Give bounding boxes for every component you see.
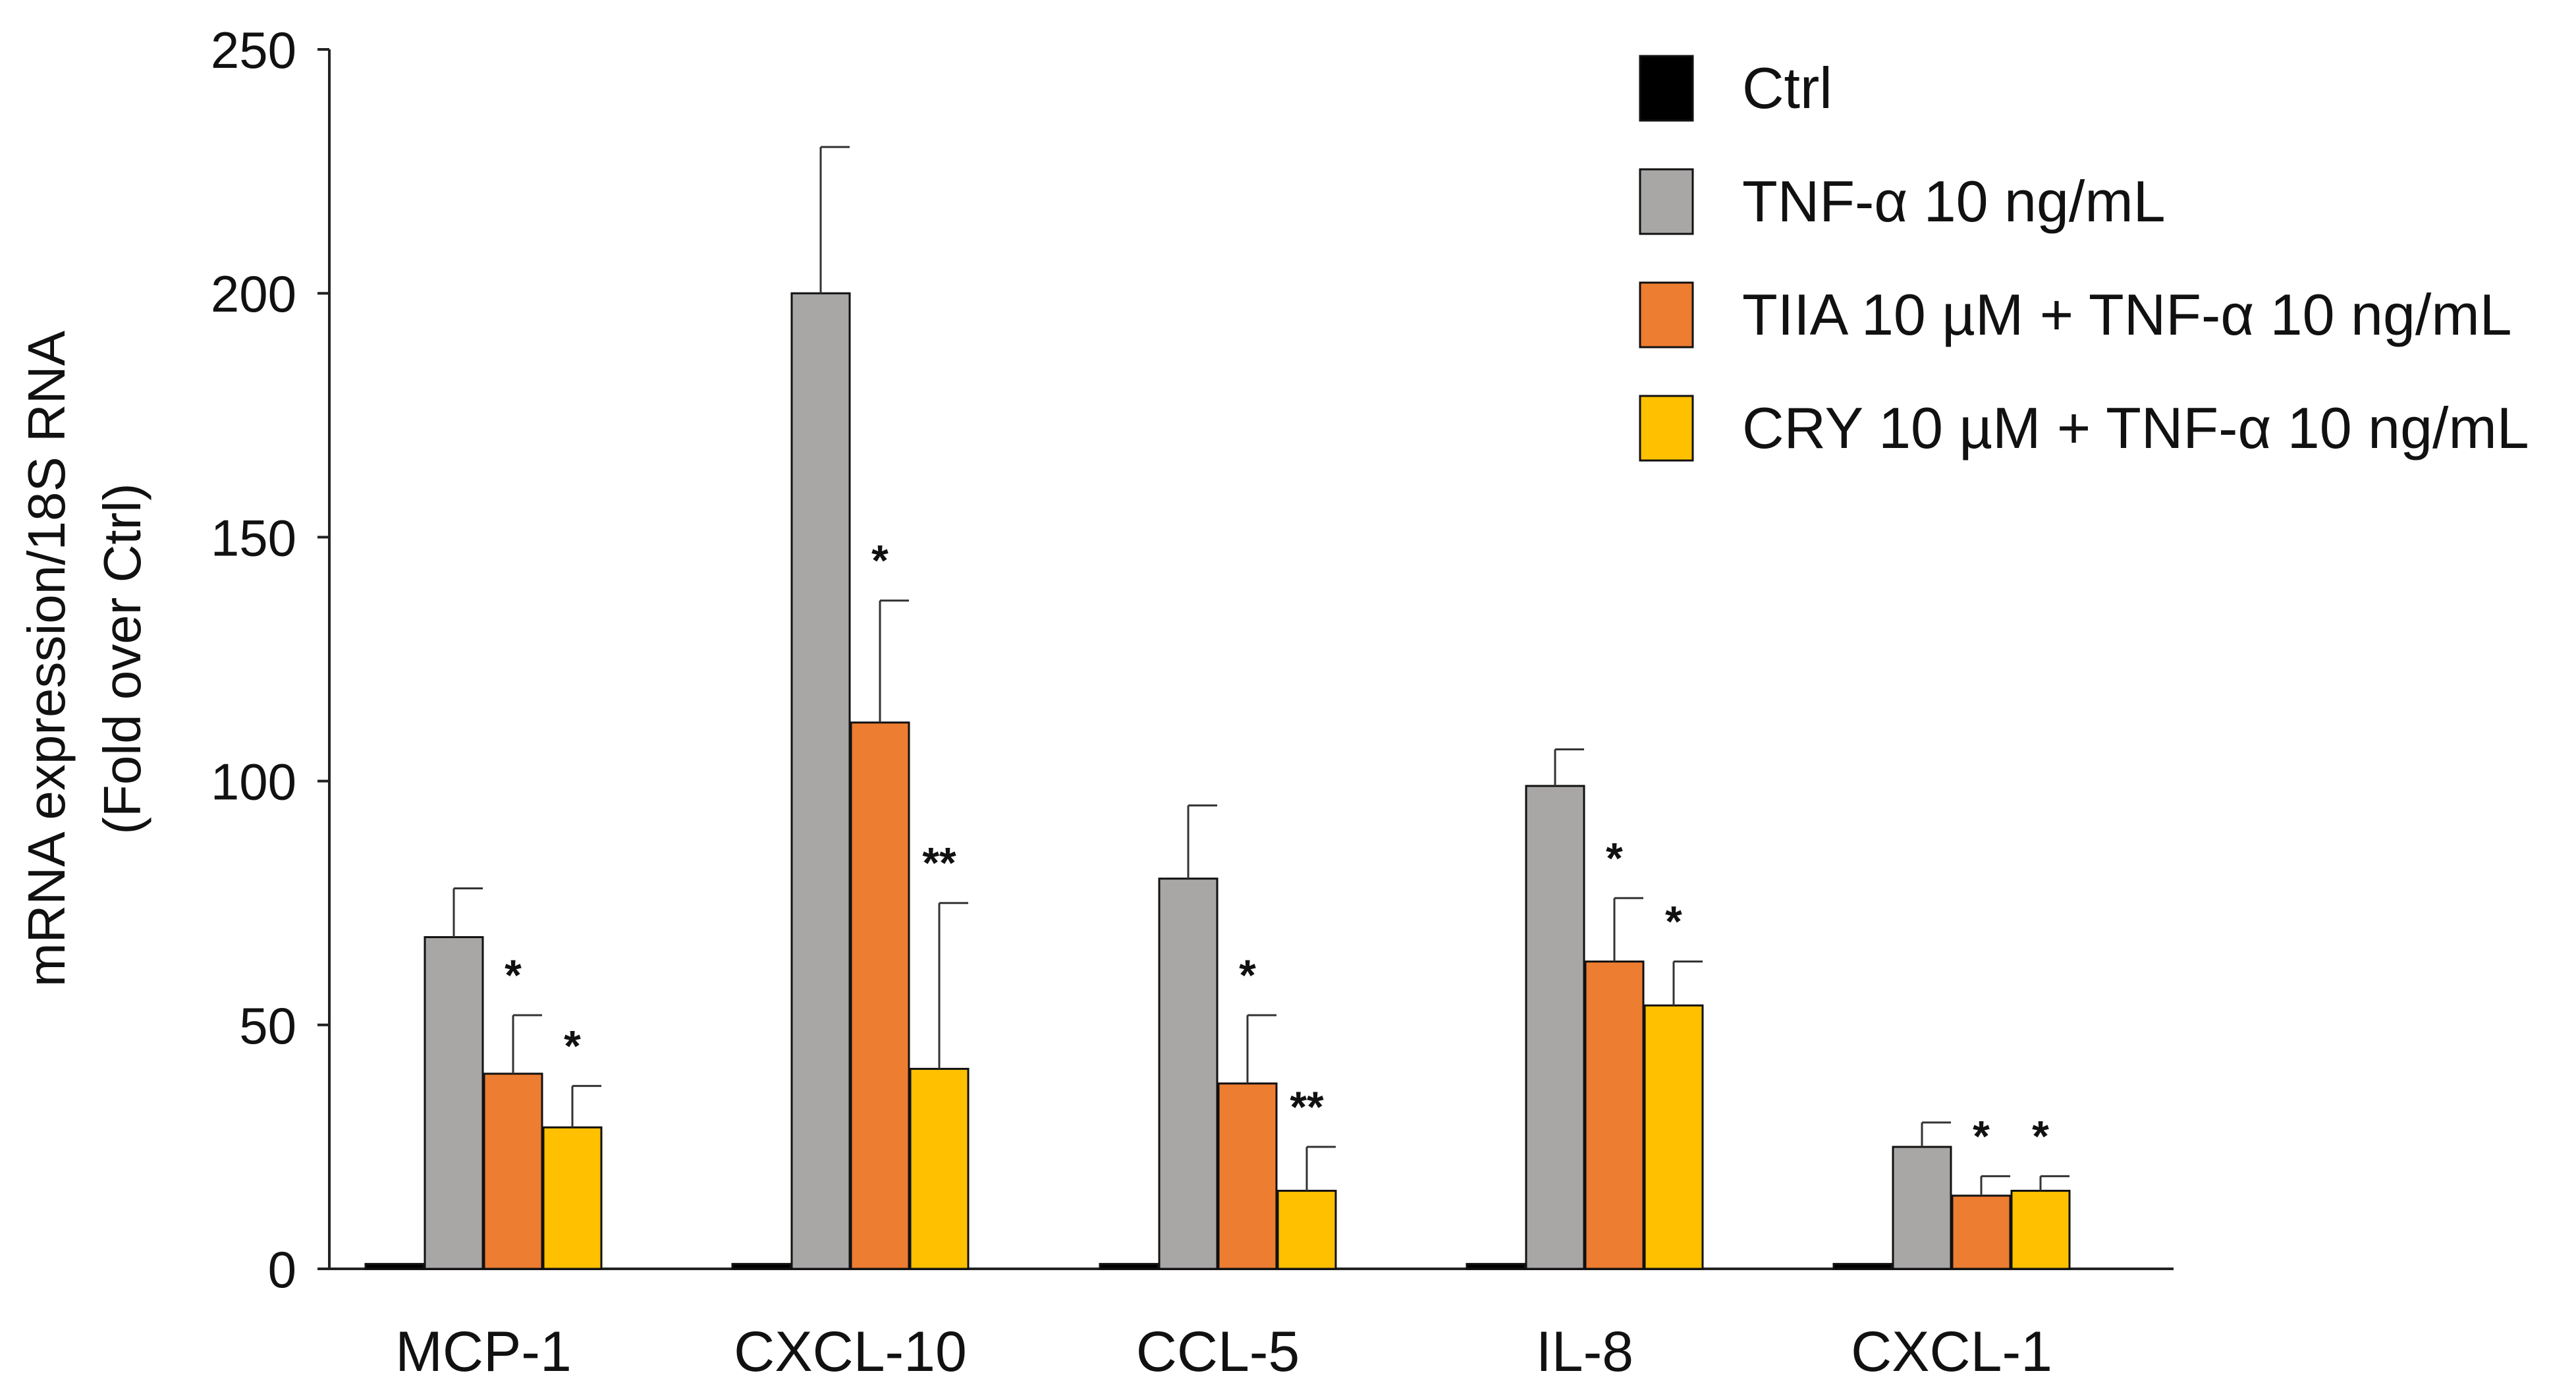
y-tick-label: 100 (211, 753, 296, 811)
legend-swatch (1639, 281, 1694, 348)
significance-label: ** (922, 839, 956, 887)
bar (364, 1263, 425, 1270)
bar (542, 1126, 603, 1270)
significance-label: * (1239, 951, 1256, 999)
significance-label: * (1973, 1111, 1990, 1160)
legend-label: TIIA 10 µM + TNF-α 10 ng/mL (1742, 282, 2512, 347)
bar (1643, 1004, 1704, 1270)
error-bar-group (452, 146, 2069, 1196)
bar (483, 1073, 543, 1270)
legend-label: TNF-α 10 ng/mL (1742, 169, 2166, 234)
bar (1158, 878, 1219, 1270)
significance-label: ** (1290, 1082, 1324, 1131)
bar (1832, 1263, 1893, 1270)
bar (1951, 1194, 2012, 1270)
y-tick-label: 50 (239, 997, 296, 1055)
x-tick-label: CXCL-10 (734, 1320, 967, 1383)
y-axis-title: mRNA expression/18S RNA (Fold over Ctrl) (17, 330, 151, 987)
x-tick-label: IL-8 (1536, 1320, 1633, 1383)
y-tick-label: 0 (268, 1241, 296, 1298)
bar (1466, 1263, 1526, 1270)
legend-label: Ctrl (1742, 55, 1832, 121)
y-tick-label: 200 (211, 265, 296, 323)
bar (424, 936, 484, 1270)
significance-label: * (871, 536, 889, 585)
significance-label: * (2032, 1111, 2049, 1160)
significance-label: * (1665, 897, 1682, 946)
significance-group: ************ (505, 536, 2049, 1161)
bar (1525, 785, 1585, 1270)
bar (1217, 1082, 1278, 1270)
bar (850, 721, 910, 1270)
significance-label: * (505, 951, 522, 999)
legend-swatch (1639, 395, 1694, 462)
y-axis: 0 50 100 150 200 250 (211, 21, 331, 1298)
x-tick-label: MCP-1 (395, 1320, 572, 1383)
bar (1584, 961, 1645, 1270)
bar (731, 1263, 792, 1270)
significance-label: * (1606, 833, 1623, 882)
x-axis: MCP-1 CXCL-10 CCL-5 IL-8 CXCL-1 (329, 1268, 2174, 1383)
bar (1276, 1190, 1337, 1270)
y-axis-title-line-2: (Fold over Ctrl) (93, 483, 151, 834)
bar (1892, 1146, 1952, 1270)
y-tick-label: 150 (211, 509, 296, 567)
bar (2010, 1190, 2071, 1270)
legend-swatch (1639, 168, 1694, 235)
bar (1099, 1263, 1159, 1270)
bar (790, 292, 851, 1270)
legend: Ctrl TNF-α 10 ng/mL TIIA 10 µM + TNF-α 10 … (1639, 55, 2529, 462)
bar (909, 1067, 970, 1270)
legend-swatch (1639, 55, 1694, 122)
x-tick-label: CXCL-1 (1851, 1320, 2052, 1383)
bar-series-group (364, 292, 2071, 1270)
significance-label: * (564, 1021, 581, 1070)
y-axis-title-line-1: mRNA expression/18S RNA (17, 330, 76, 987)
y-tick-label: 250 (211, 21, 296, 79)
x-tick-label: CCL-5 (1136, 1320, 1300, 1383)
legend-label: CRY 10 µM + TNF-α 10 ng/mL (1742, 395, 2529, 460)
